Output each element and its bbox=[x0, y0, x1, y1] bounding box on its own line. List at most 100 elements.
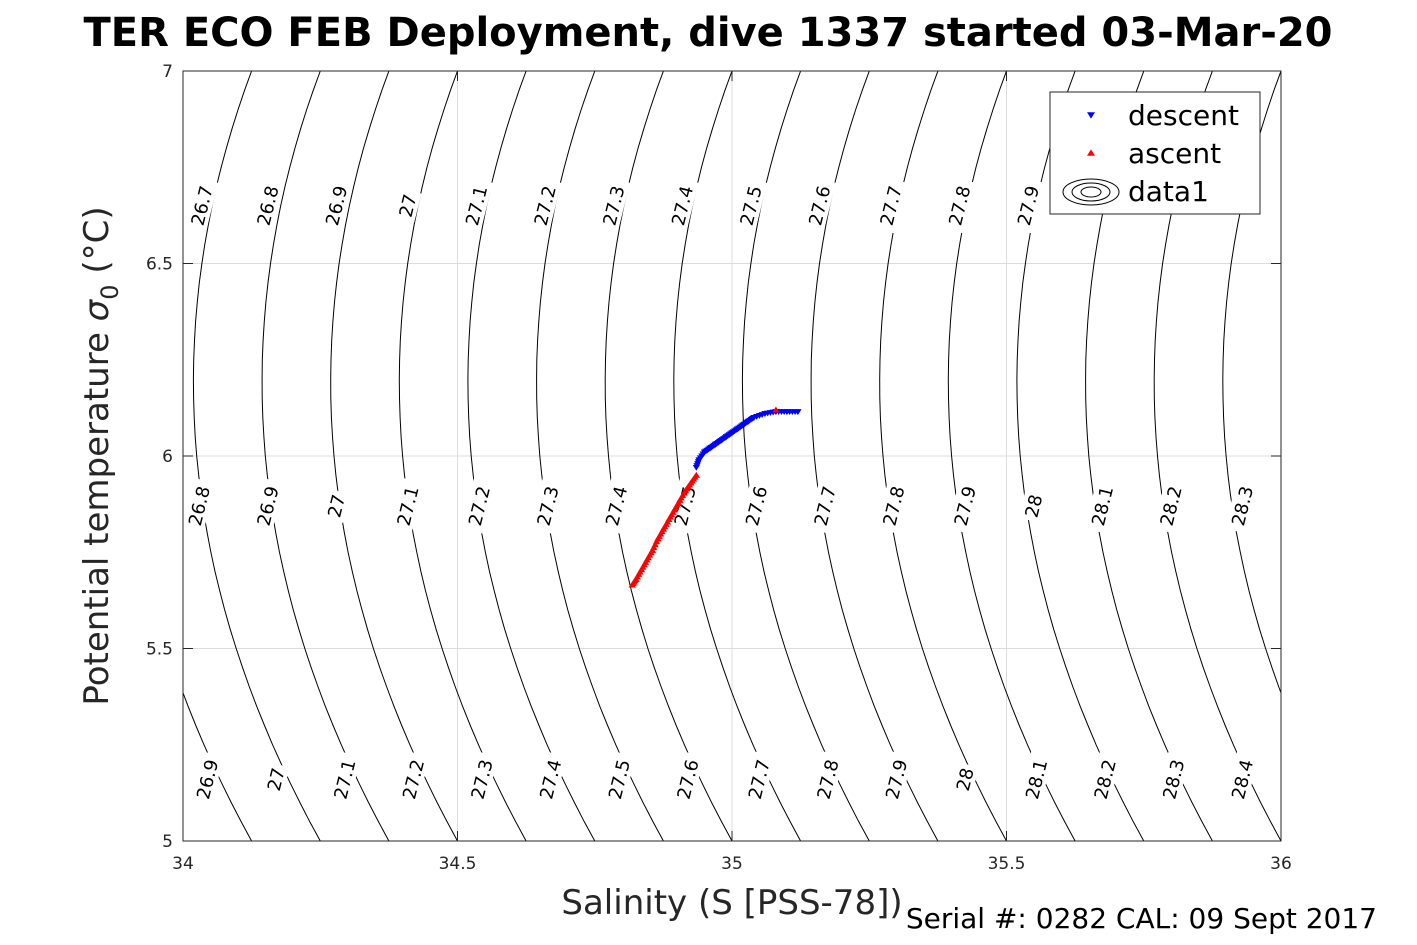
isopycnal-label-gap bbox=[741, 751, 776, 808]
contour-icon bbox=[1062, 178, 1120, 206]
isopycnal-label-gap bbox=[458, 177, 493, 234]
y-tick-label: 5 bbox=[162, 832, 173, 852]
isopycnal-label-gap bbox=[530, 477, 565, 534]
isopycnal-label-gap bbox=[596, 177, 630, 234]
x-tick-label: 34 bbox=[172, 854, 194, 874]
ascent-legend-label: ascent bbox=[1128, 137, 1221, 170]
isopycnal-label-gap bbox=[670, 751, 705, 808]
isopycnal-label-gap bbox=[801, 177, 836, 234]
isopycnal-label: 27 bbox=[261, 761, 290, 797]
ascent-point bbox=[628, 581, 636, 588]
descent-point bbox=[717, 438, 725, 444]
isopycnal-label-gap bbox=[601, 751, 636, 808]
chart-title: TER ECO FEB Deployment, dive 1337 starte… bbox=[83, 10, 1332, 56]
isopycnal-label-gap bbox=[390, 477, 425, 534]
descent-point bbox=[733, 426, 742, 433]
isopycnal-label-gap bbox=[250, 477, 285, 534]
descent-point bbox=[783, 409, 791, 415]
isopycnal-label-gap bbox=[667, 477, 702, 534]
ascent-point bbox=[772, 406, 780, 413]
descent-point bbox=[700, 449, 709, 456]
descent-legend-marker bbox=[1087, 112, 1095, 119]
isopycnal-line bbox=[1291, 71, 1417, 841]
ascent-point bbox=[648, 547, 656, 553]
contour-icon bbox=[1080, 186, 1102, 198]
isopycnal-label-gap bbox=[184, 177, 219, 234]
isopycnal-label-gap bbox=[598, 477, 633, 534]
isopycnal-label-gap bbox=[950, 761, 979, 797]
isopycnal-label-gap bbox=[807, 477, 842, 534]
descent-legend-label: descent bbox=[1128, 99, 1239, 132]
ascent-point bbox=[654, 535, 662, 542]
ascent-point bbox=[676, 497, 684, 503]
isopycnal-label-gap bbox=[810, 751, 845, 808]
isopycnal-label-gap bbox=[527, 177, 562, 234]
y-label-unit: (°C) bbox=[77, 206, 117, 284]
y-tick-label: 7 bbox=[162, 62, 173, 82]
x-tick-label: 35.5 bbox=[988, 854, 1026, 874]
isopycnal-label-gap bbox=[532, 751, 567, 808]
isopycnal-label-gap bbox=[461, 477, 496, 534]
isopycnal-label-gap bbox=[1153, 477, 1188, 534]
ascent-point bbox=[632, 575, 640, 582]
isopycnal-label-gap bbox=[1224, 751, 1259, 808]
isopycnal-label-gap bbox=[464, 751, 499, 808]
descent-point bbox=[794, 409, 802, 415]
descent-point bbox=[711, 441, 720, 448]
ascent-point bbox=[659, 525, 667, 532]
descent-point bbox=[722, 434, 731, 440]
isopycnal-label-gap bbox=[181, 477, 216, 534]
isopycnal-label-gap bbox=[873, 177, 908, 234]
isopycnal-label: 27 bbox=[321, 488, 350, 523]
isopycnal-label: 27.4 bbox=[664, 177, 699, 234]
isopycnal-label-gap bbox=[1010, 177, 1045, 234]
legend: descent ascent data1 bbox=[1049, 91, 1261, 215]
isopycnal-label: 27.7 bbox=[873, 177, 908, 234]
isopycnal-label-gap bbox=[878, 751, 913, 808]
isopycnal-label-gap bbox=[738, 477, 773, 534]
isopycnal-label-gap bbox=[664, 177, 699, 234]
ascent-point bbox=[670, 506, 678, 513]
ascent-legend-marker bbox=[1087, 149, 1095, 156]
descent-point bbox=[744, 418, 753, 425]
descent-point bbox=[728, 430, 736, 437]
x-tick-label: 36 bbox=[1270, 854, 1292, 874]
descent-point bbox=[750, 414, 758, 421]
isopycnal-label-gap bbox=[1018, 488, 1048, 523]
y-axis-label: Potential temperature σ0 (°C) bbox=[77, 206, 124, 705]
isopycnal-label-gap bbox=[1087, 751, 1122, 808]
descent-point bbox=[706, 445, 714, 452]
contour-icon bbox=[1071, 182, 1111, 202]
ascent-point bbox=[643, 556, 651, 563]
x-axis-label: Salinity (S [PSS-78]) bbox=[561, 883, 902, 923]
isopycnal-label-gap bbox=[250, 177, 285, 234]
isopycnal-label-gap bbox=[941, 177, 976, 234]
contour-labels: 26.7 26.8 26.9 27 27.1 27.2 27.3 27.4 27.5 27.6 27… bbox=[181, 177, 1259, 808]
y-tick-label: 6.5 bbox=[146, 255, 173, 275]
ascent-point bbox=[687, 479, 695, 486]
descent-point bbox=[692, 465, 700, 471]
ascent-point bbox=[681, 487, 689, 494]
isopycnal-label-gap bbox=[947, 477, 982, 534]
isopycnal-label: 27.3 bbox=[464, 751, 499, 808]
isopycnal-label-gap bbox=[392, 188, 422, 223]
y-label-sigma: σ bbox=[77, 298, 117, 321]
ascent-point bbox=[665, 516, 673, 523]
isopycnal-label-gap bbox=[1018, 751, 1053, 808]
isopycnal-label-gap bbox=[1224, 477, 1259, 534]
isopycnal-label-gap bbox=[1155, 751, 1190, 808]
axis-ticks: 34 34.5 35 35.5 36 5 5.5 6 6.5 7 bbox=[146, 62, 1292, 874]
isopycnal-line bbox=[1360, 71, 1417, 841]
y-tick-label: 6 bbox=[162, 447, 173, 467]
ascent-point bbox=[637, 566, 646, 573]
legend-box bbox=[1049, 91, 1261, 215]
x-tick-label: 34.5 bbox=[439, 854, 477, 874]
isopycnal-label-gap bbox=[395, 751, 430, 808]
isopycnal-label-gap bbox=[876, 477, 910, 534]
isopycnal-label-gap bbox=[733, 177, 768, 234]
data1-legend-label: data1 bbox=[1128, 175, 1209, 208]
data-series bbox=[628, 406, 802, 588]
ascent-point bbox=[692, 472, 700, 478]
isopycnal-label-gap bbox=[261, 761, 290, 797]
